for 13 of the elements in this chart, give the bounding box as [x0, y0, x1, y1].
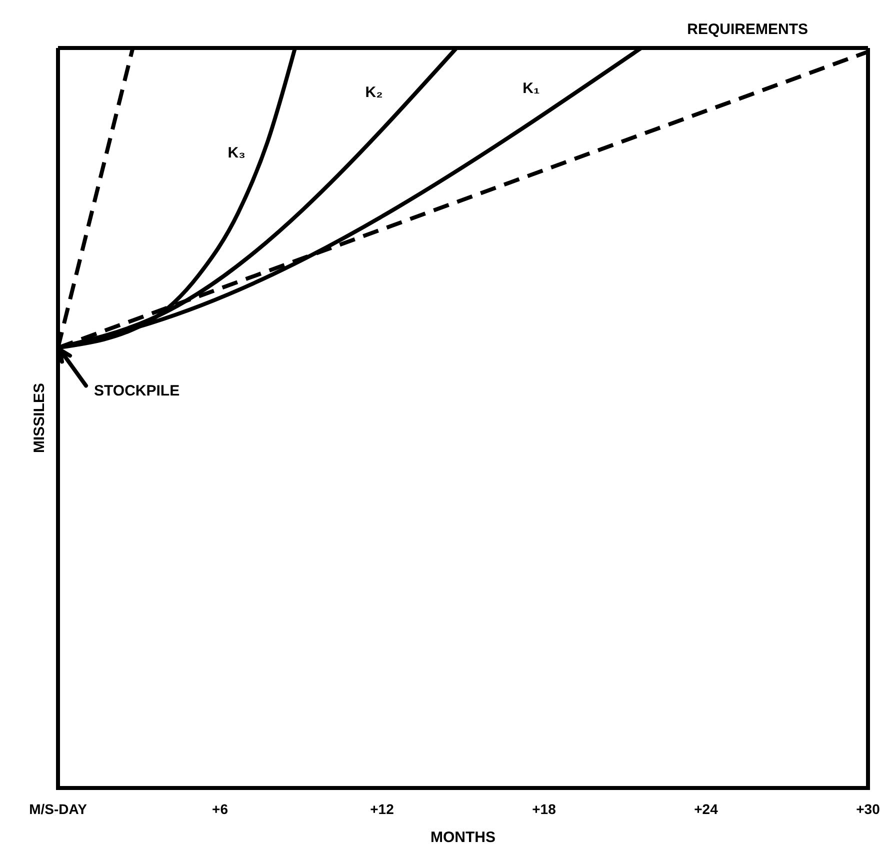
annotation: STOCKPILE	[94, 382, 180, 400]
series-label: K₃	[228, 144, 246, 162]
x-axis-title: MONTHS	[430, 829, 496, 846]
x-tick-label: M/S-DAY	[29, 801, 88, 817]
x-tick-label: +30	[856, 801, 880, 817]
x-tick-label: +18	[532, 801, 556, 817]
x-tick-label: +12	[370, 801, 394, 817]
series-label: K₂	[365, 84, 383, 101]
series-label: K₁	[522, 80, 540, 98]
x-tick-label: +24	[694, 801, 718, 817]
x-tick-label: +6	[212, 801, 228, 817]
ref-line-label: REQUIREMENTS	[687, 21, 808, 38]
y-axis-title: MISSILES	[31, 382, 48, 454]
